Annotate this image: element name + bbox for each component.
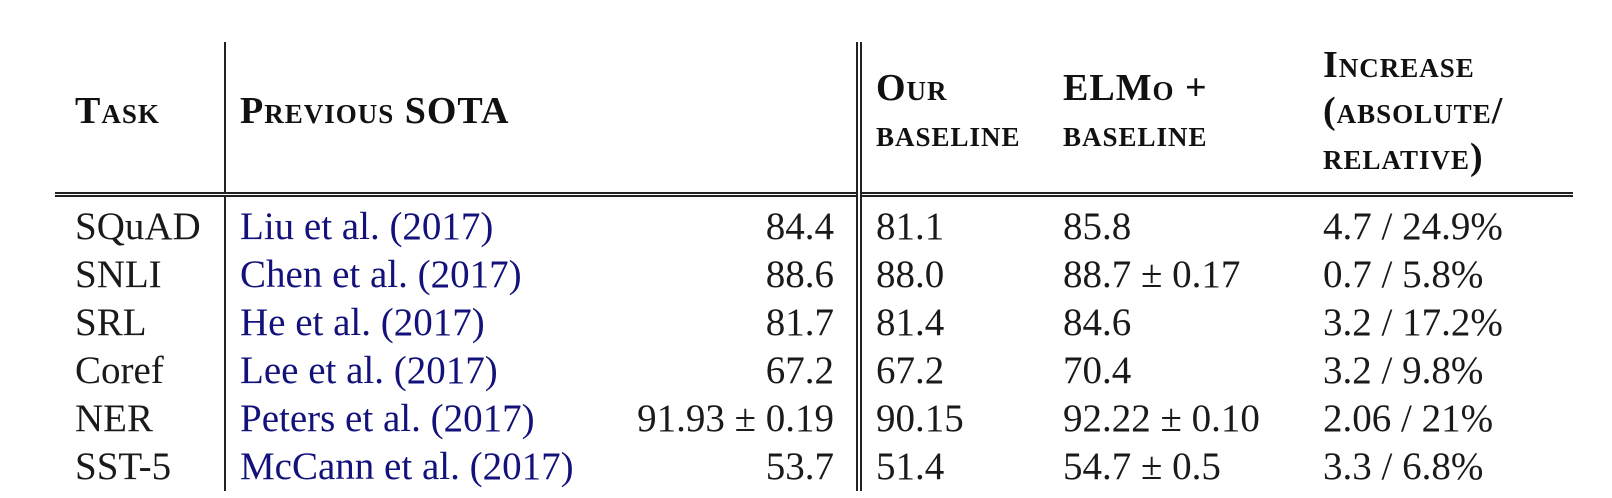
citation-link[interactable]: He et al. (2017) <box>240 301 485 344</box>
cell-elmo-baseline: 92.22 ± 0.10 <box>1063 397 1260 440</box>
table-row: SRL He et al. (2017) 81.7 81.4 84.6 3.2 … <box>55 299 1573 347</box>
header-our-baseline: Our baseline <box>859 42 1049 197</box>
header-increase: Increase (absolute/ relative) <box>1309 42 1573 197</box>
header-previous-sota: Previous SOTA <box>225 42 862 197</box>
cell-task: SRL <box>55 299 226 347</box>
results-table: Task Previous SOTA Our baseline ELMo + b… <box>55 42 1573 491</box>
header-elmo-line2: baseline <box>1063 113 1208 155</box>
cell-task: SNLI <box>55 251 226 299</box>
table-row: NER Peters et al. (2017) 91.93 ± 0.19 90… <box>55 395 1573 443</box>
header-our-baseline-line1: Our <box>876 67 948 109</box>
citation-link[interactable]: Liu et al. (2017) <box>240 205 494 248</box>
table-row: Coref Lee et al. (2017) 67.2 67.2 70.4 3… <box>55 347 1573 395</box>
table-row: SQuAD Liu et al. (2017) 84.4 81.1 85.8 4… <box>55 194 1573 251</box>
citation-link[interactable]: McCann et al. (2017) <box>240 445 574 488</box>
cell-elmo-baseline: 88.7 ± 0.17 <box>1063 253 1241 296</box>
cell-task: Coref <box>55 347 226 395</box>
cell-increase: 4.7 / 24.9% <box>1323 205 1503 248</box>
cell-previous-sota: 88.6 <box>615 251 862 299</box>
cell-increase: 3.2 / 17.2% <box>1323 301 1503 344</box>
cell-previous-sota: 53.7 <box>615 443 862 491</box>
cell-our-baseline: 81.1 <box>876 205 945 248</box>
cell-increase: 2.06 / 21% <box>1323 397 1494 440</box>
cell-our-baseline: 90.15 <box>876 397 964 440</box>
table-row: SST-5 McCann et al. (2017) 53.7 51.4 54.… <box>55 443 1573 491</box>
citation-link[interactable]: Lee et al. (2017) <box>240 349 498 392</box>
header-increase-line2: (absolute/ <box>1323 90 1504 132</box>
cell-previous-sota: 91.93 ± 0.19 <box>615 395 862 443</box>
cell-our-baseline: 88.0 <box>876 253 945 296</box>
header-our-baseline-line2: baseline <box>876 113 1021 155</box>
cell-elmo-baseline: 54.7 ± 0.5 <box>1063 445 1221 488</box>
cell-increase: 3.3 / 6.8% <box>1323 445 1484 488</box>
header-elmo-line1: ELMo + <box>1063 67 1208 109</box>
cell-elmo-baseline: 70.4 <box>1063 349 1132 392</box>
cell-increase: 0.7 / 5.8% <box>1323 253 1484 296</box>
table-header: Task Previous SOTA Our baseline ELMo + b… <box>55 42 1573 197</box>
citation-link[interactable]: Chen et al. (2017) <box>240 253 522 296</box>
cell-task: SST-5 <box>55 443 226 491</box>
cell-our-baseline: 81.4 <box>876 301 945 344</box>
cell-task: NER <box>55 395 226 443</box>
cell-increase: 3.2 / 9.8% <box>1323 349 1484 392</box>
header-increase-line3: relative) <box>1323 136 1484 178</box>
header-elmo-baseline: ELMo + baseline <box>1049 42 1309 197</box>
cell-elmo-baseline: 85.8 <box>1063 205 1132 248</box>
cell-previous-sota: 67.2 <box>615 347 862 395</box>
table-body: SQuAD Liu et al. (2017) 84.4 81.1 85.8 4… <box>55 194 1573 491</box>
cell-task: SQuAD <box>55 194 226 251</box>
cell-our-baseline: 51.4 <box>876 445 945 488</box>
table-row: SNLI Chen et al. (2017) 88.6 88.0 88.7 ±… <box>55 251 1573 299</box>
cell-elmo-baseline: 84.6 <box>1063 301 1132 344</box>
header-increase-line1: Increase <box>1323 44 1475 86</box>
cell-previous-sota: 84.4 <box>615 194 862 251</box>
cell-previous-sota: 81.7 <box>615 299 862 347</box>
header-task: Task <box>55 42 226 197</box>
header-row: Task Previous SOTA Our baseline ELMo + b… <box>55 42 1573 197</box>
citation-link[interactable]: Peters et al. (2017) <box>240 397 535 440</box>
cell-our-baseline: 67.2 <box>876 349 945 392</box>
